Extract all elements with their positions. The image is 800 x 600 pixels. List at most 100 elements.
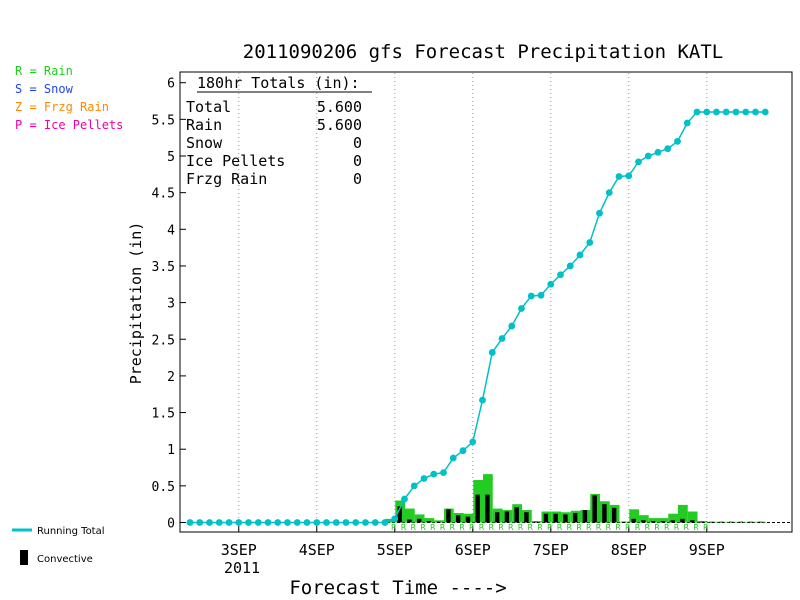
convective-bar <box>582 510 588 523</box>
convective-bar <box>436 521 441 523</box>
y-tick-label: 3.5 <box>152 260 175 275</box>
totals-row-value: 0 <box>353 152 362 170</box>
legend-item-snow: S = Snow <box>15 82 74 96</box>
running-total-point <box>576 251 584 259</box>
rain-bar <box>687 511 698 523</box>
year-label: 2011 <box>224 559 260 577</box>
convective-bar <box>650 521 656 523</box>
precip-type-marker: R <box>625 523 631 532</box>
totals-row-value: 5.600 <box>317 98 362 116</box>
convective-bar <box>426 521 432 523</box>
y-tick-label: 6 <box>167 77 175 92</box>
rain-bar <box>414 514 425 523</box>
running-total-point <box>313 519 321 526</box>
x-tick-label: 5SEP <box>377 541 413 559</box>
convective-bar <box>563 514 568 523</box>
running-total-point <box>644 152 652 160</box>
rain-bar <box>668 513 678 523</box>
convective-bar <box>533 521 539 523</box>
y-axis-label: Precipitation (in) <box>127 222 145 385</box>
precip-type-marker: R <box>693 523 699 532</box>
precip-type-marker: R <box>557 523 563 532</box>
convective-bar <box>465 516 471 523</box>
convective-bar <box>719 521 724 523</box>
totals-row-value: 0 <box>353 134 362 152</box>
precip-type-marker: R <box>605 523 611 532</box>
running-total-point <box>566 262 574 270</box>
running-total-point <box>557 271 564 279</box>
y-tick-label: 5.5 <box>152 113 175 128</box>
convective-bar <box>680 518 685 523</box>
totals-row-name: Rain <box>186 116 222 134</box>
running-total-point <box>693 108 701 116</box>
running-total-point <box>518 305 525 312</box>
convective-bar <box>631 518 636 523</box>
running-total-point <box>683 119 691 127</box>
precip-type-marker: R <box>683 523 689 532</box>
rain-bar <box>629 509 639 523</box>
precip-type-marker: R <box>440 523 446 532</box>
legend-item-frzg-rain: Z = Frzg Rain <box>15 100 109 114</box>
running-total-point <box>196 519 204 526</box>
y-tick-label: 4 <box>167 223 175 238</box>
convective-legend-label: Convective <box>37 554 93 565</box>
running-total-point <box>420 475 428 482</box>
precip-type-marker: R <box>703 523 709 532</box>
running-total-point <box>586 239 594 246</box>
running-total-point <box>274 519 282 526</box>
running-total-point <box>654 148 662 156</box>
precip-type-marker: R <box>615 523 621 532</box>
running-total-point <box>459 447 467 455</box>
running-total-point <box>284 519 291 526</box>
running-total-line <box>190 111 766 524</box>
precip-type-marker: R <box>596 523 602 532</box>
convective-bar <box>709 521 714 523</box>
convective-bar <box>670 520 675 523</box>
running-total-point <box>722 108 730 116</box>
convective-bar <box>660 521 666 523</box>
y-tick-label: 0.5 <box>152 480 175 495</box>
running-total-point <box>615 173 623 180</box>
convective-bar <box>758 521 763 523</box>
precip-type-marker: R <box>547 523 553 532</box>
precip-type-marker: R <box>644 523 650 532</box>
running-total-point <box>479 396 486 404</box>
running-total-point <box>342 519 350 526</box>
precip-type-marker: R <box>469 523 475 532</box>
rain-bar <box>648 518 659 523</box>
precip-type-marker: R <box>674 523 680 532</box>
running-total-point <box>664 145 672 153</box>
convective-bar <box>416 518 422 523</box>
precip-type-marker: R <box>430 523 436 532</box>
rain-bar <box>658 518 669 523</box>
x-tick-label: 4SEP <box>299 541 335 559</box>
rain-bar <box>678 504 688 523</box>
convective-bar <box>748 521 753 523</box>
legend-item-ice-pellets: P = Ice Pellets <box>15 118 123 132</box>
convective-bar <box>699 521 705 523</box>
running-total-point <box>391 515 399 523</box>
convective-legend-swatch <box>20 550 28 565</box>
legend-item-rain: R = Rain <box>15 64 73 78</box>
running-total-point <box>537 291 545 299</box>
x-tick-label: 6SEP <box>455 541 491 559</box>
convective-bar <box>738 521 744 523</box>
running-total-point <box>332 519 340 526</box>
running-total-point <box>752 108 759 116</box>
running-total-point <box>264 519 272 526</box>
y-tick-label: 1 <box>167 443 175 458</box>
chart-title: 2011090206 gfs Forecast Precipitation KA… <box>243 41 723 63</box>
running-total-point <box>381 519 389 526</box>
convective-bar <box>407 519 412 523</box>
running-total-point <box>742 108 750 116</box>
convective-bar <box>514 507 519 523</box>
rain-bar <box>639 515 649 523</box>
running-total-point <box>713 108 720 116</box>
precip-type-marker: R <box>401 523 407 532</box>
convective-bar <box>572 512 578 523</box>
totals-row-name: Ice Pellets <box>186 152 285 170</box>
y-tick-label: 1.5 <box>152 407 175 422</box>
rain-bar <box>531 521 542 523</box>
precip-type-marker: R <box>488 523 494 532</box>
precip-type-marker: R <box>498 523 504 532</box>
